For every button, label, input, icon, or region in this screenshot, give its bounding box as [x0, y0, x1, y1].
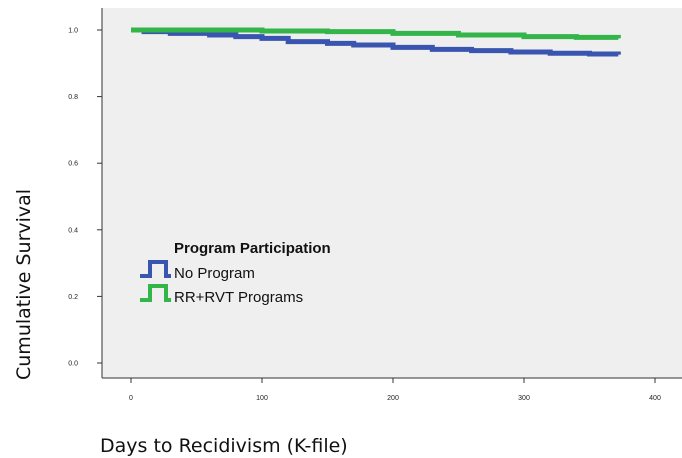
x-tick-label: 100: [256, 395, 268, 402]
legend-label-rr-rvt-programs: RR+RVT Programs: [174, 289, 303, 306]
y-tick-label: 0.2: [68, 294, 78, 301]
x-tick-label: 400: [649, 395, 661, 402]
legend-symbol-rr-rvt-programs: [140, 284, 171, 302]
legend-symbol-no-program: [140, 260, 171, 278]
y-tick-label: 0.8: [68, 94, 78, 101]
series-layer: [131, 27, 621, 57]
x-axis-title: Days to Recidivism (K-file): [100, 435, 348, 457]
y-axis: 0.0 0.2 0.4 0.6 0.8 1.0: [68, 8, 103, 378]
x-tick-label: 300: [518, 395, 530, 402]
x-tick-label: 200: [387, 395, 399, 402]
y-tick-label: 0.4: [68, 227, 78, 234]
legend-label-no-program: No Program: [174, 265, 255, 282]
legend-title: Program Participation: [174, 240, 331, 257]
plot-area: [102, 8, 682, 378]
x-tick-label: 0: [129, 395, 133, 402]
y-tick-label: 0.6: [68, 161, 78, 168]
series-line-rr-rvt-programs: [131, 27, 621, 40]
series-line-no-program: [131, 27, 621, 57]
y-axis-title: Cumulative Survival: [13, 189, 35, 380]
x-axis: 0 100 200 300 400: [102, 377, 682, 402]
y-tick-label: 1.0: [68, 28, 78, 35]
legend: Program Participation No Program RR+RVT …: [140, 240, 331, 306]
y-tick-label: 0.0: [68, 361, 78, 368]
